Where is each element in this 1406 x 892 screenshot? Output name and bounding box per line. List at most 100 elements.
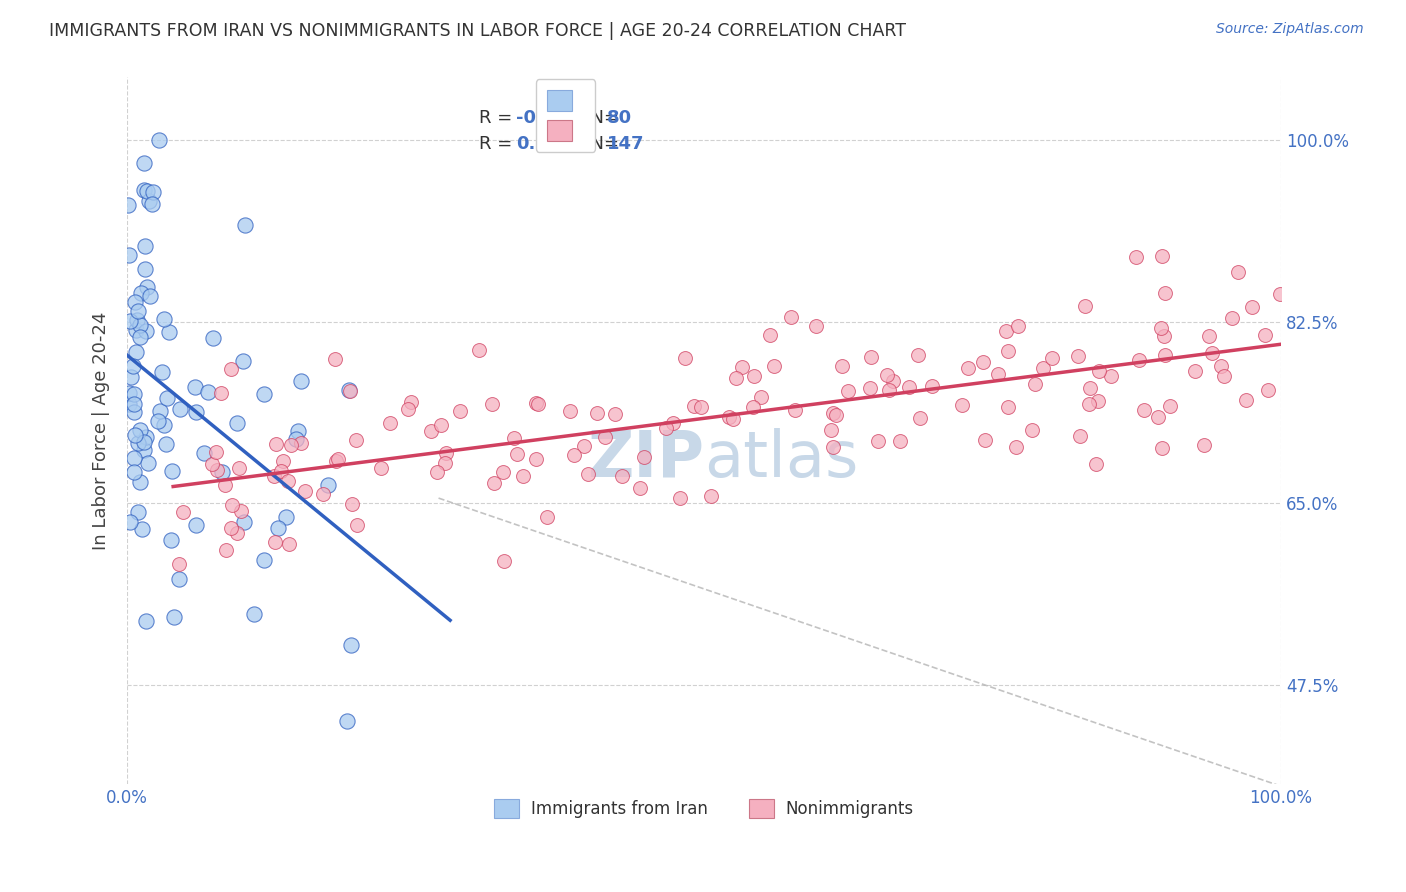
Point: [316, 478, 339, 492]
Point: [749, 390, 772, 404]
Point: [655, 421, 678, 435]
Text: R =: R =: [479, 135, 523, 153]
Point: [742, 368, 765, 383]
Point: [742, 400, 765, 414]
Point: [433, 457, 456, 471]
Point: [284, 433, 307, 447]
Point: [823, 405, 845, 419]
Point: [1201, 346, 1223, 360]
Point: [122, 451, 145, 466]
Point: [1087, 364, 1109, 378]
Point: [129, 475, 152, 489]
Point: [346, 517, 368, 532]
Point: [325, 454, 347, 468]
Point: [1067, 349, 1090, 363]
Point: [264, 436, 287, 450]
Point: [995, 324, 1018, 338]
Point: [120, 370, 142, 384]
Point: [122, 387, 145, 401]
Point: [129, 318, 152, 333]
Point: [264, 535, 287, 549]
Point: [134, 238, 156, 252]
Point: [957, 361, 980, 376]
Point: [628, 481, 651, 495]
Point: [1227, 264, 1250, 278]
Point: [128, 424, 150, 438]
Point: [134, 156, 156, 170]
Point: [290, 374, 312, 388]
Text: 0.709: 0.709: [516, 135, 572, 153]
Point: [209, 386, 232, 401]
Point: [1021, 423, 1043, 437]
Point: [482, 476, 505, 491]
Point: [1150, 441, 1173, 455]
Point: [673, 351, 696, 365]
Point: [125, 323, 148, 337]
Point: [876, 368, 898, 382]
Point: [270, 464, 292, 478]
Point: [908, 411, 931, 425]
Point: [1184, 364, 1206, 378]
Point: [882, 374, 904, 388]
Y-axis label: In Labor Force | Age 20-24: In Labor Force | Age 20-24: [93, 311, 110, 549]
Point: [1154, 348, 1177, 362]
Point: [1147, 410, 1170, 425]
Point: [763, 359, 786, 373]
Point: [492, 465, 515, 479]
Point: [139, 289, 162, 303]
Point: [294, 484, 316, 499]
Point: [138, 194, 160, 208]
Point: [468, 343, 491, 357]
Point: [339, 384, 361, 398]
Point: [690, 401, 713, 415]
Point: [125, 344, 148, 359]
Point: [120, 515, 142, 529]
Point: [524, 452, 547, 467]
Point: [987, 367, 1010, 381]
Point: [134, 262, 156, 277]
Legend: Immigrants from Iran, Nonimmigrants: Immigrants from Iran, Nonimmigrants: [488, 792, 921, 825]
Point: [267, 521, 290, 535]
Point: [512, 468, 534, 483]
Point: [186, 405, 208, 419]
Point: [215, 542, 238, 557]
Point: [434, 446, 457, 460]
Point: [172, 505, 194, 519]
Point: [378, 417, 401, 431]
Point: [169, 401, 191, 416]
Point: [186, 518, 208, 533]
Point: [129, 329, 152, 343]
Point: [141, 196, 163, 211]
Point: [152, 311, 174, 326]
Text: Source: ZipAtlas.com: Source: ZipAtlas.com: [1216, 22, 1364, 37]
Point: [214, 477, 236, 491]
Point: [877, 384, 900, 398]
Point: [921, 379, 943, 393]
Point: [231, 503, 253, 517]
Point: [155, 437, 177, 451]
Point: [1268, 286, 1291, 301]
Point: [610, 469, 633, 483]
Point: [1087, 394, 1109, 409]
Point: [271, 453, 294, 467]
Point: [205, 445, 228, 459]
Point: [228, 460, 250, 475]
Point: [193, 446, 215, 460]
Point: [132, 183, 155, 197]
Point: [118, 397, 141, 411]
Text: 147: 147: [607, 135, 644, 153]
Point: [118, 386, 141, 401]
Point: [997, 401, 1019, 415]
Point: [586, 406, 609, 420]
Point: [136, 185, 159, 199]
Text: ZIP: ZIP: [586, 428, 704, 490]
Point: [127, 436, 149, 450]
Point: [142, 186, 165, 200]
Point: [898, 380, 921, 394]
Point: [825, 408, 848, 422]
Point: [718, 410, 741, 425]
Point: [759, 327, 782, 342]
Point: [1074, 299, 1097, 313]
Point: [127, 505, 149, 519]
Point: [233, 515, 256, 529]
